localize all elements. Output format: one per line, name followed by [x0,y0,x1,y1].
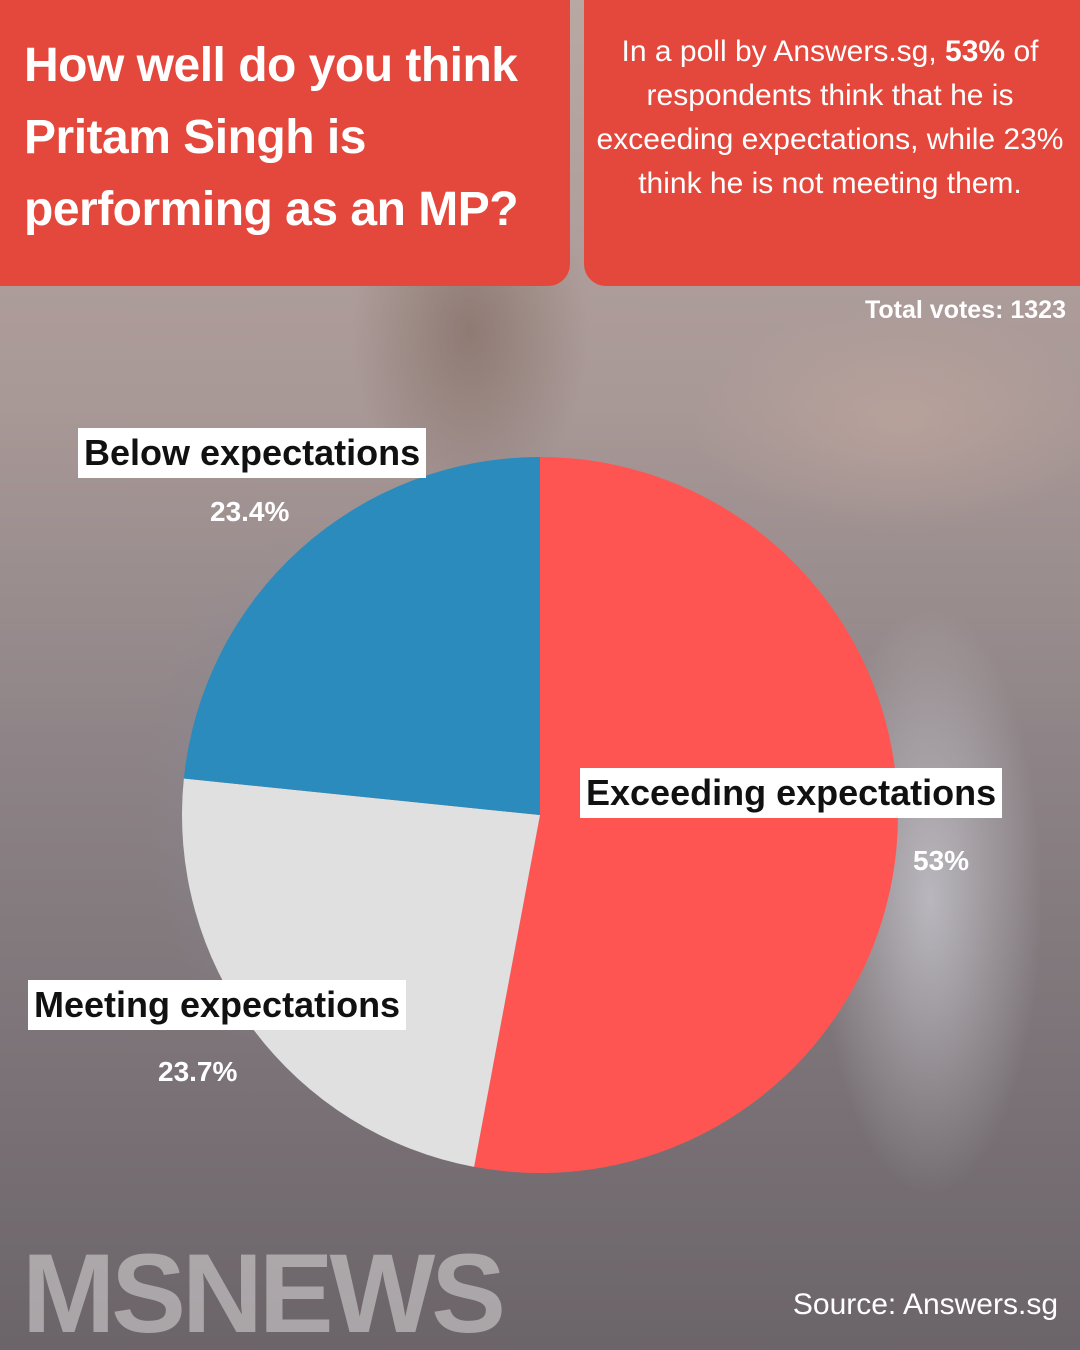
pie-slice-below [183,457,540,815]
slice-value-below: 23.4% [210,496,290,527]
summary-text: In a poll by Answers.sg, 53% of responde… [590,30,1070,206]
total-votes: Total votes: 1323 [864,296,1066,324]
slice-value-exceeding: 53% [913,845,970,876]
slice-value-meeting: 23.7% [158,1056,238,1087]
summary-rest: of respondents think that he is exceedin… [596,35,1064,200]
brand-logo: MSNEWS [22,1231,506,1350]
pie-slice-meeting [181,778,541,1167]
summary-bold-figure: 53% [945,35,1006,68]
slice-label-below: Below expectations [78,428,427,478]
source-credit: Source: Answers.sg [792,1288,1058,1321]
headline-panel [0,0,570,286]
slice-label-meeting: Meeting expectations [28,980,407,1030]
slice-label-exceeding: Exceeding expectations [580,768,1003,818]
summary-panel [584,0,1080,286]
summary-lead: In a poll by Answers.sg, [621,35,937,68]
headline: How well do you think Pritam Singh is pe… [24,39,519,236]
